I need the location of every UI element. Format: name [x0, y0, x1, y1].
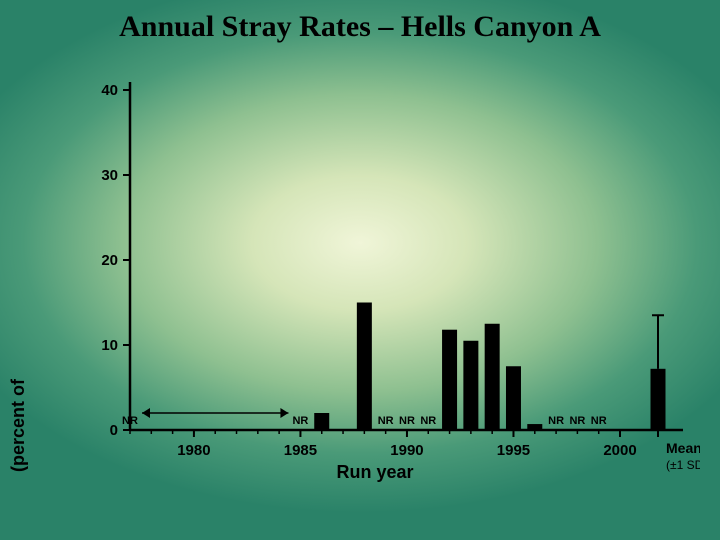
nr-label: NR — [569, 415, 585, 427]
mean-bar — [651, 369, 666, 430]
nr-label: NR — [420, 415, 436, 427]
nr-label: NR — [591, 415, 607, 427]
x-tick-label: 1980 — [177, 442, 210, 459]
x-tick-label: 1995 — [497, 442, 530, 459]
stray-rate-chart: 0 10 20 30 40 1980 1985 1990 1995 2000 Run year Mea… — [60, 60, 700, 530]
nr-arrow-head-right — [280, 408, 288, 418]
y-tick-label: 20 — [101, 252, 118, 269]
y-tick-label: 40 — [101, 82, 118, 99]
nr-label: NR — [548, 415, 564, 427]
nr-arrow-head-left — [142, 408, 150, 418]
mean-sd-label: (±1 SD) — [666, 458, 700, 472]
y-axis-label: (percent of — [8, 379, 29, 472]
x-tick-label: 2000 — [603, 442, 636, 459]
bar — [527, 424, 542, 430]
bar — [357, 303, 372, 431]
slide: Annual Stray Rates – Hells Canyon A (per… — [0, 0, 720, 540]
bar — [485, 324, 500, 430]
x-tick-label: 1985 — [284, 442, 317, 459]
nr-label: NR — [122, 415, 138, 427]
y-tick-label: 0 — [110, 422, 118, 439]
bar — [314, 413, 329, 430]
nr-label: NR — [399, 415, 415, 427]
x-axis-label: Run year — [336, 462, 413, 482]
bar — [506, 366, 521, 430]
bar — [463, 341, 478, 430]
x-tick-label: 1990 — [390, 442, 423, 459]
nr-label: NR — [378, 415, 394, 427]
y-tick-label: 30 — [101, 167, 118, 184]
bar — [442, 330, 457, 430]
y-tick-label: 10 — [101, 337, 118, 354]
chart-container: 0 10 20 30 40 1980 1985 1990 1995 2000 Run year Mea… — [60, 60, 700, 530]
page-title: Annual Stray Rates – Hells Canyon A — [0, 10, 720, 44]
mean-label: Mean — [666, 440, 700, 456]
nr-label: NR — [292, 415, 308, 427]
